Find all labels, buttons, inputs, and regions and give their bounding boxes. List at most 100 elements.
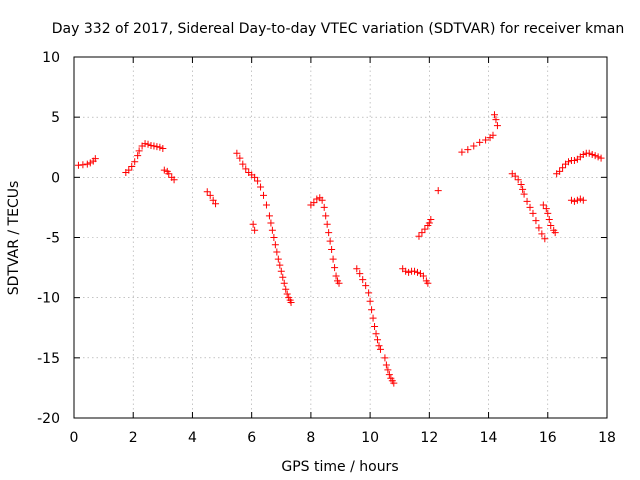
data-point bbox=[514, 176, 522, 184]
data-point bbox=[313, 195, 321, 203]
data-point bbox=[570, 197, 578, 205]
x-tick-label: 8 bbox=[306, 430, 315, 446]
data-point bbox=[492, 116, 500, 124]
x-tick-label: 0 bbox=[70, 430, 79, 446]
data-point bbox=[203, 188, 211, 196]
data-point bbox=[131, 158, 139, 166]
data-point bbox=[538, 230, 546, 238]
series-arc10 bbox=[458, 131, 497, 156]
data-point bbox=[411, 267, 419, 275]
grid bbox=[74, 57, 607, 418]
x-axis-label: GPS time / hours bbox=[281, 459, 398, 475]
data-point bbox=[579, 150, 587, 158]
data-point bbox=[366, 297, 374, 305]
data-point bbox=[576, 195, 584, 203]
data-point bbox=[390, 379, 398, 387]
data-point bbox=[545, 215, 553, 223]
data-point bbox=[539, 201, 547, 209]
data-point bbox=[424, 279, 432, 287]
data-point bbox=[209, 196, 217, 204]
data-point bbox=[251, 173, 259, 181]
series-arc11b bbox=[539, 201, 559, 237]
data-point bbox=[249, 220, 257, 228]
data-point bbox=[519, 185, 527, 193]
data-point bbox=[385, 371, 393, 379]
data-point bbox=[421, 225, 429, 233]
data-point bbox=[91, 155, 99, 163]
series-arc5 bbox=[233, 149, 295, 306]
chart-title: Day 332 of 2017, Sidereal Day-to-day VTE… bbox=[52, 21, 624, 37]
data-point bbox=[547, 221, 555, 229]
data-point bbox=[326, 237, 334, 245]
data-point bbox=[141, 140, 149, 148]
y-tick-label: -10 bbox=[37, 291, 60, 307]
data-point bbox=[265, 212, 273, 220]
x-axis-ticks: 0 2 4 6 8 10 12 14 16 18 bbox=[70, 57, 616, 446]
data-point bbox=[567, 196, 575, 204]
x-tick-label: 18 bbox=[598, 430, 616, 446]
data-point bbox=[362, 282, 370, 290]
data-point bbox=[331, 264, 339, 272]
data-point bbox=[359, 276, 367, 284]
data-point bbox=[597, 154, 605, 162]
data-point bbox=[585, 149, 593, 157]
data-point bbox=[476, 138, 484, 146]
data-point bbox=[236, 154, 244, 162]
data-point bbox=[542, 205, 550, 213]
data-point bbox=[541, 235, 549, 243]
data-point bbox=[262, 201, 270, 209]
series-arc12 bbox=[553, 149, 605, 178]
data-point bbox=[268, 226, 276, 234]
data-point bbox=[372, 330, 380, 338]
data-point bbox=[254, 177, 262, 185]
y-tick-label: -15 bbox=[37, 351, 60, 367]
data-point bbox=[556, 167, 564, 175]
data-point bbox=[274, 255, 282, 263]
data-point bbox=[273, 248, 281, 256]
data-point bbox=[375, 342, 383, 350]
data-point bbox=[257, 183, 265, 191]
data-point bbox=[551, 229, 559, 237]
y-tick-label: 0 bbox=[51, 170, 60, 186]
data-point bbox=[573, 196, 581, 204]
data-point bbox=[125, 166, 133, 174]
data-points bbox=[74, 111, 605, 387]
x-tick-label: 12 bbox=[420, 430, 438, 446]
series-arc1 bbox=[74, 155, 99, 169]
data-point bbox=[279, 273, 287, 281]
y-axis-ticks: -20 -15 -10 -5 0 5 10 bbox=[37, 50, 607, 427]
data-point bbox=[233, 149, 241, 157]
series-arc4 bbox=[203, 188, 220, 208]
data-point bbox=[559, 164, 567, 172]
data-point bbox=[267, 219, 275, 227]
data-point bbox=[482, 136, 490, 144]
data-point bbox=[565, 158, 573, 166]
series-arc3 bbox=[160, 166, 178, 184]
data-point bbox=[381, 354, 389, 362]
data-point bbox=[329, 255, 337, 263]
data-point bbox=[413, 268, 421, 276]
data-point bbox=[544, 209, 552, 217]
data-point bbox=[79, 161, 87, 169]
data-point bbox=[287, 298, 295, 306]
data-point bbox=[280, 279, 288, 287]
y-tick-label: 10 bbox=[42, 50, 60, 66]
data-point bbox=[419, 272, 427, 280]
series-arc11 bbox=[508, 170, 549, 243]
data-point bbox=[206, 191, 214, 199]
data-point bbox=[153, 143, 161, 151]
x-tick-label: 14 bbox=[480, 430, 498, 446]
data-point bbox=[283, 290, 291, 298]
series-arc6 bbox=[307, 194, 343, 287]
data-point bbox=[493, 122, 501, 130]
data-point bbox=[170, 176, 178, 184]
data-point bbox=[135, 147, 143, 155]
data-point bbox=[579, 196, 587, 204]
data-point bbox=[160, 166, 168, 174]
data-point bbox=[150, 142, 158, 150]
series-arc2 bbox=[122, 140, 167, 177]
data-point bbox=[134, 152, 142, 160]
data-point bbox=[271, 241, 279, 249]
data-point bbox=[328, 246, 336, 254]
